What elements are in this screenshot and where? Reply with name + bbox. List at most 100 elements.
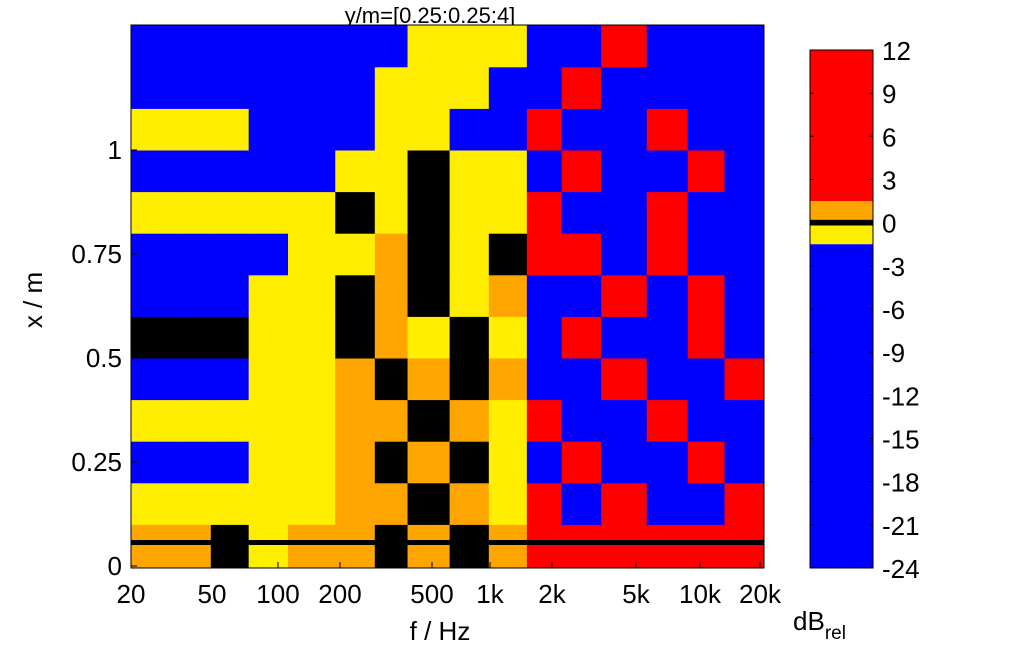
heatmap-cell	[601, 108, 648, 151]
heatmap-cell	[210, 482, 250, 525]
heatmap-cell	[601, 66, 648, 109]
heatmap-cell	[646, 399, 689, 442]
heatmap-cell	[176, 482, 212, 525]
heatmap-cell	[724, 441, 765, 484]
heatmap-cell	[176, 191, 212, 234]
heatmap-cell	[687, 482, 725, 525]
heatmap-cell	[561, 233, 602, 276]
heatmap-cell	[449, 274, 490, 317]
colorbar-segment	[810, 244, 873, 568]
heatmap-cell	[210, 108, 250, 151]
heatmap-cell	[374, 358, 409, 401]
x-tick-label: 20k	[739, 579, 782, 609]
heatmap-cell	[210, 399, 250, 442]
heatmap-cell	[601, 25, 648, 68]
heatmap-cell	[526, 482, 563, 525]
heatmap-cell	[374, 108, 409, 151]
heatmap-cell	[526, 358, 563, 401]
heatmap-cell	[374, 274, 409, 317]
heatmap-cell	[374, 441, 409, 484]
heatmap-cell	[176, 233, 212, 276]
heatmap-cell	[687, 25, 725, 68]
heatmap-cell	[561, 358, 602, 401]
colorbar-tick-label: -24	[882, 554, 920, 584]
heatmap-cell	[176, 399, 212, 442]
heatmap-cell	[131, 25, 178, 68]
heatmap-cell	[210, 191, 250, 234]
heatmap-cell	[449, 399, 490, 442]
heatmap-cell	[210, 316, 250, 359]
plot-frame	[130, 24, 765, 569]
heatmap-cell	[288, 108, 336, 151]
colorbar-label-subscript: rel	[825, 623, 846, 644]
heatmap-cell	[374, 482, 409, 525]
heatmap-cell	[288, 358, 336, 401]
heatmap-cell	[724, 108, 765, 151]
heatmap-cell	[176, 524, 212, 569]
chart-title: y/m=[0.25:0.25:4]	[345, 3, 516, 28]
heatmap-cell	[407, 25, 451, 68]
heatmap-cell	[601, 316, 648, 359]
heatmap-cell	[176, 150, 212, 193]
heatmap-cell	[687, 233, 725, 276]
heatmap-cell	[407, 399, 451, 442]
heatmap-cell	[131, 108, 178, 151]
colorbar-label-main: dB	[793, 606, 825, 636]
heatmap-cell	[131, 150, 178, 193]
heatmap-cell	[601, 399, 648, 442]
heatmap-cell	[724, 316, 765, 359]
y-axis-ticks: 0 0.25 0.5 0.75 1	[71, 135, 137, 581]
heatmap-cell	[561, 25, 602, 68]
heatmap-cell	[335, 150, 376, 193]
heatmap-cell	[176, 316, 212, 359]
heatmap-cell	[131, 482, 178, 525]
heatmap-cell	[646, 524, 689, 569]
heatmap-cell	[449, 358, 490, 401]
heatmap-cell	[449, 441, 490, 484]
heatmap-cell	[335, 482, 376, 525]
x-tick-label: 2k	[538, 579, 566, 609]
heatmap-cell	[248, 150, 289, 193]
heatmap-cell	[335, 233, 376, 276]
heatmap-cell	[335, 524, 376, 569]
heatmap-cell	[248, 441, 289, 484]
heatmap-cell	[288, 274, 336, 317]
heatmap-cell	[601, 233, 648, 276]
heatmap-cell	[248, 399, 289, 442]
heatmap-cell	[335, 441, 376, 484]
heatmap-cell	[488, 233, 528, 276]
heatmap-cell	[526, 66, 563, 109]
heatmap-cell	[687, 66, 725, 109]
heatmap-cell	[210, 233, 250, 276]
heatmap-cell	[724, 482, 765, 525]
heatmap-cell	[335, 25, 376, 68]
heatmap-cell	[561, 441, 602, 484]
heatmap-cell	[335, 399, 376, 442]
heatmap-cell	[526, 191, 563, 234]
heatmap-cell	[335, 66, 376, 109]
heatmap-cell	[449, 150, 490, 193]
heatmap-cell	[407, 316, 451, 359]
colorbar-segment	[810, 225, 873, 245]
x-tick-label: 200	[318, 579, 361, 609]
colorbar-tick-label: -12	[882, 381, 920, 411]
heatmap-cell	[288, 66, 336, 109]
heatmap-cell	[646, 316, 689, 359]
heatmap-cell	[248, 66, 289, 109]
heatmap-cell	[335, 316, 376, 359]
heatmap-cell	[526, 441, 563, 484]
heatmap-cell	[374, 150, 409, 193]
heatmap-cell	[374, 316, 409, 359]
heatmap-cell	[131, 316, 178, 359]
heatmap-cell	[131, 233, 178, 276]
heatmap-cell	[176, 66, 212, 109]
heatmap-cell	[526, 316, 563, 359]
heatmap-cell	[646, 274, 689, 317]
colorbar-tick-label: -21	[882, 511, 920, 541]
heatmap-cell	[374, 233, 409, 276]
heatmap-cell	[248, 358, 289, 401]
heatmap-cell	[724, 150, 765, 193]
heatmap-cell	[407, 441, 451, 484]
heatmap-cell	[176, 358, 212, 401]
